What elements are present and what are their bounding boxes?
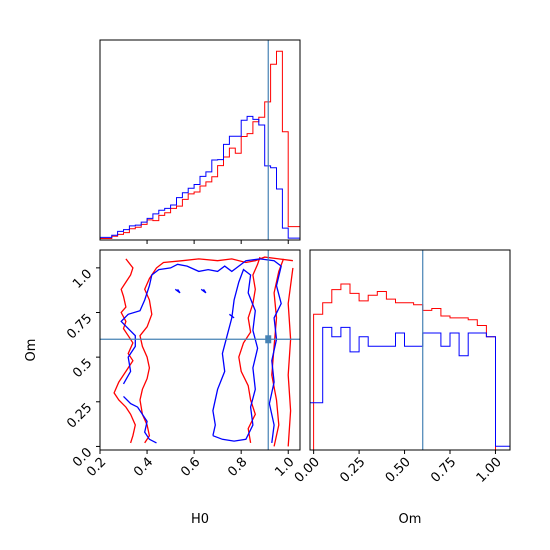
contour-series-2-line-6 [229, 313, 235, 319]
joint-y-tick-label: 0.25 [64, 400, 95, 431]
contour-series-1-line-3 [238, 256, 261, 444]
om-marginal-x-tick-label: 0.75 [428, 455, 459, 486]
om-marginal-x-tick-label: 0.50 [383, 455, 414, 486]
contour-series-2-line-1 [123, 395, 157, 444]
h0-marginal-panel [99, 39, 301, 244]
contour-series-2-line-4 [174, 288, 181, 294]
joint-y-tick-label: 1.0 [70, 267, 95, 292]
contour-series-1-line-4 [271, 258, 285, 447]
h0-om-joint-frame [99, 249, 301, 451]
joint-y-tick-label: 0.5 [70, 356, 95, 381]
h0-om-joint-panel: 0.2 0.4 0.6 0.8 1.00.00.250.50.751.0 H0 Om [24, 249, 301, 527]
joint-x-tick-label: 0.8 [225, 455, 250, 480]
om-histogram-series-1 [313, 283, 496, 450]
contour-series-1-line-2 [139, 256, 293, 444]
h0-histogram-series-2 [99, 115, 301, 240]
om-marginal-x-tick-label: 1.00 [474, 455, 505, 486]
joint-y-tick-label: 0.75 [64, 311, 95, 342]
h0-histogram-series-1 [99, 50, 301, 240]
om-marginal-frame [309, 249, 511, 451]
contour-series-2-line-5 [200, 288, 207, 294]
joint-y-axis-label: Om [24, 339, 39, 362]
contour-series-2-line-2 [120, 258, 282, 443]
om-marginal-panel: 0.00 0.25 0.50 0.75 1.00 Om [292, 249, 511, 527]
om-marginal-x-tick-label: 0.00 [292, 455, 323, 486]
h0-marginal-frame [99, 39, 301, 241]
contour-series-1-line-5 [287, 267, 294, 447]
om-histogram-series-2 [309, 326, 511, 450]
joint-x-axis-label: H0 [191, 512, 209, 527]
joint-x-tick-label: 0.6 [178, 455, 203, 480]
contour-series-1-line-1 [113, 258, 136, 444]
om-marginal-x-tick-label: 0.25 [337, 455, 368, 486]
contour-series-2-line-3 [212, 268, 259, 442]
om-x-axis-label: Om [399, 512, 422, 527]
joint-x-tick-label: 0.4 [131, 455, 156, 480]
truth-marker [265, 335, 272, 344]
